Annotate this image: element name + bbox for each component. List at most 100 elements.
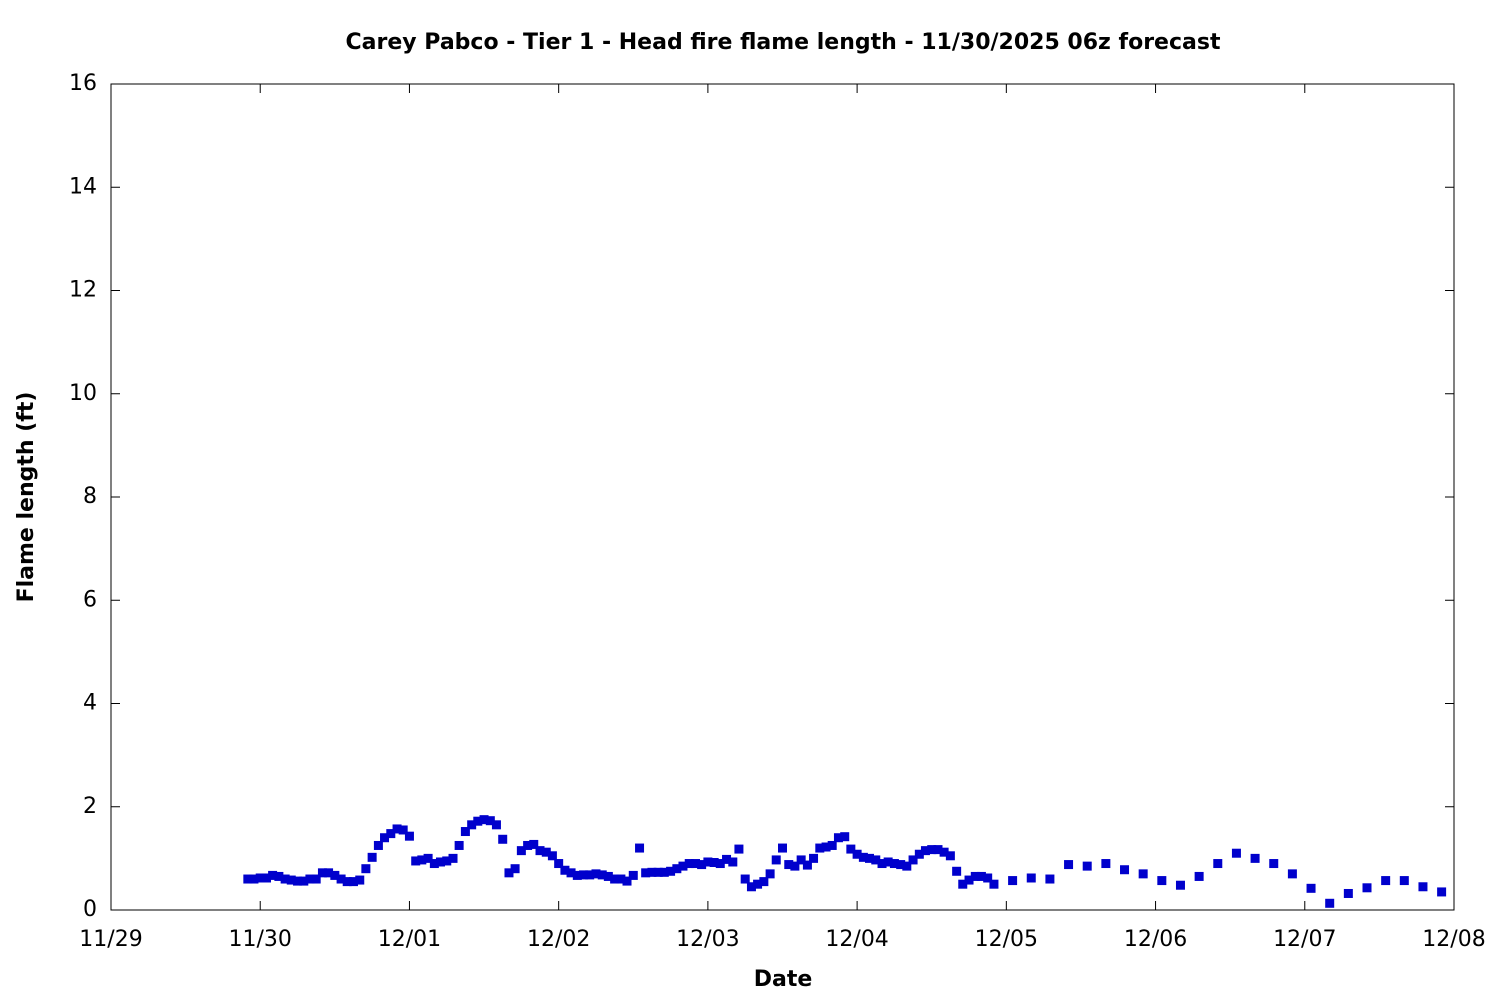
point	[1250, 853, 1260, 863]
point	[560, 865, 570, 875]
point	[243, 874, 253, 884]
point	[547, 851, 557, 861]
point	[504, 868, 514, 878]
point	[983, 873, 993, 883]
point	[1362, 883, 1372, 893]
point	[827, 840, 837, 850]
point	[591, 869, 601, 879]
point	[274, 871, 284, 881]
point	[691, 859, 701, 869]
point	[523, 840, 533, 850]
point	[858, 852, 868, 862]
point	[1008, 876, 1018, 886]
x-tick-label: 12/07	[1273, 927, 1336, 952]
point	[647, 867, 657, 877]
point	[411, 856, 421, 866]
point	[386, 829, 396, 839]
point	[970, 871, 980, 881]
y-tick-label: 12	[69, 278, 97, 303]
point	[846, 844, 856, 854]
point	[659, 867, 669, 877]
point	[759, 877, 769, 887]
point	[467, 820, 477, 830]
point	[1325, 898, 1335, 908]
point	[1082, 861, 1092, 871]
point	[1026, 873, 1036, 883]
point	[778, 843, 787, 853]
point	[392, 824, 402, 834]
y-tick-label: 8	[83, 484, 97, 509]
point	[429, 859, 439, 869]
y-tick-label: 14	[69, 174, 97, 199]
point	[1045, 874, 1055, 884]
point	[1101, 859, 1111, 869]
point	[883, 857, 893, 867]
x-tick-label: 12/05	[975, 927, 1038, 952]
point	[529, 839, 539, 849]
point	[628, 870, 638, 880]
point	[1157, 876, 1167, 886]
point	[722, 854, 732, 864]
point	[821, 842, 831, 852]
point	[864, 853, 874, 863]
point	[684, 859, 694, 869]
point	[989, 879, 999, 889]
point	[280, 874, 290, 884]
point	[908, 855, 918, 865]
point	[485, 816, 495, 826]
point	[404, 831, 414, 841]
point	[697, 860, 707, 870]
point	[902, 861, 912, 871]
x-tick-label: 12/02	[527, 927, 590, 952]
point	[790, 861, 800, 871]
point	[796, 855, 806, 865]
point	[815, 843, 825, 853]
point	[666, 866, 676, 876]
point	[261, 873, 271, 883]
point	[597, 870, 607, 880]
point	[566, 868, 576, 878]
point	[802, 860, 812, 870]
point	[715, 859, 725, 869]
point	[920, 846, 930, 856]
point	[324, 868, 334, 878]
y-tick-label: 0	[83, 897, 97, 922]
point	[672, 864, 682, 874]
point	[491, 820, 501, 830]
y-tick-label: 10	[69, 381, 97, 406]
point	[373, 840, 383, 850]
point	[771, 855, 781, 865]
point	[1194, 871, 1204, 881]
point	[442, 856, 452, 866]
point	[1269, 859, 1279, 869]
point	[380, 833, 390, 843]
point	[603, 871, 613, 881]
point	[1306, 883, 1316, 893]
point	[516, 846, 526, 856]
point	[740, 874, 750, 884]
point	[448, 853, 458, 863]
point	[1138, 869, 1148, 879]
point	[417, 855, 427, 865]
point	[728, 857, 738, 867]
point	[311, 874, 321, 884]
point	[1064, 860, 1074, 870]
point	[945, 851, 955, 861]
point	[1381, 876, 1391, 886]
point	[746, 882, 756, 892]
point	[927, 845, 937, 855]
y-tick-label: 4	[83, 691, 97, 716]
point	[889, 859, 899, 869]
point	[1437, 887, 1447, 897]
point	[871, 855, 881, 865]
point	[579, 870, 589, 880]
point	[435, 857, 445, 867]
point	[1213, 859, 1223, 869]
x-tick-label: 12/03	[676, 927, 739, 952]
point	[635, 843, 645, 853]
point	[753, 879, 763, 889]
point	[952, 866, 962, 876]
